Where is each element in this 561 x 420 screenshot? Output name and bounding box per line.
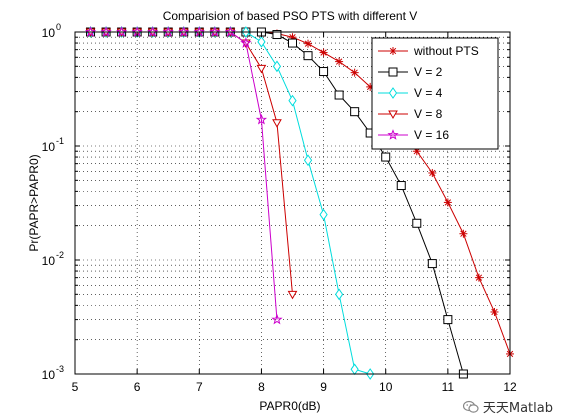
legend: without PTS V = 2 V = 4 V = 8 V = 16 (371, 37, 499, 150)
data-point (319, 208, 328, 221)
data-point (334, 90, 344, 100)
x-tick-label: 5 (72, 380, 79, 394)
data-point (255, 113, 268, 125)
data-point (459, 229, 468, 238)
legend-item: V = 8 (378, 107, 443, 121)
y-tick-label: 10 (42, 140, 56, 154)
data-point (256, 64, 267, 74)
data-point (224, 26, 236, 37)
data-point (272, 119, 282, 128)
y-tick-label: 10 (42, 254, 56, 268)
data-point (271, 313, 283, 325)
axes-box (74, 31, 511, 375)
watermark-text: 天天Matlab (482, 401, 553, 416)
data-point (389, 47, 397, 55)
data-point-stroke (389, 47, 397, 55)
data-point-stroke (335, 58, 343, 65)
legend-item: V = 4 (378, 86, 443, 100)
data-point (388, 87, 398, 99)
data-point-stroke (304, 40, 312, 47)
data-point (427, 259, 437, 269)
y-axis-label: Pr(PAPR>PAPR0) (27, 154, 41, 251)
data-point (115, 26, 128, 37)
data-point (334, 288, 344, 301)
data-point (335, 57, 344, 66)
legend-label: V = 8 (414, 107, 443, 121)
data-point-stroke (460, 230, 467, 237)
data-point-stroke (320, 49, 327, 56)
y-tick-label: 10 (42, 26, 56, 40)
legend-label: V = 16 (414, 128, 449, 142)
data-point (178, 26, 190, 37)
legend-item: without PTS (378, 44, 479, 58)
data-point (381, 152, 391, 162)
data-point (162, 26, 174, 37)
y-tick-exponent: 0 (56, 22, 61, 32)
data-point (443, 198, 452, 207)
x-tick-label: 9 (320, 380, 327, 394)
legend-label: V = 4 (414, 86, 443, 100)
axes-frame (74, 31, 511, 375)
data-point (350, 107, 360, 117)
data-point (396, 181, 406, 191)
data-point (443, 315, 453, 325)
x-tick-label: 7 (196, 380, 203, 394)
data-point-stroke (475, 274, 483, 281)
x-axis-label: PAPR0(dB) (259, 399, 320, 413)
data-point (147, 26, 159, 37)
x-tick-label: 8 (258, 380, 265, 394)
data-point (304, 39, 313, 48)
legend-label: without PTS (413, 44, 479, 58)
y-tick-label: 10 (42, 368, 56, 382)
data-point (272, 60, 282, 73)
data-point (100, 26, 112, 37)
data-point (288, 38, 297, 48)
y-tick-exponent: -3 (56, 364, 64, 374)
data-point (257, 35, 266, 48)
data-point (474, 273, 483, 282)
data-point-stroke (444, 199, 452, 206)
wechat-icon (462, 400, 479, 414)
data-point (319, 67, 329, 77)
legend-label: V = 2 (414, 65, 443, 79)
data-point (319, 48, 328, 57)
x-tick-label: 10 (379, 380, 393, 394)
data-point (412, 218, 422, 228)
chart-title: Comparision of based PSO PTS with differ… (163, 9, 418, 23)
data-point-stroke (491, 308, 498, 316)
data-point (303, 51, 313, 61)
legend-item: V = 16 (378, 128, 449, 142)
data-point (350, 68, 359, 77)
data-point (287, 290, 298, 300)
data-point (387, 129, 399, 140)
grid-lines (75, 32, 510, 374)
x-tick-label: 6 (134, 380, 141, 394)
data-point-stroke (351, 69, 358, 76)
data-point (209, 26, 221, 37)
x-tick-labels: 5 6 7 8 9 10 11 12 (72, 380, 517, 394)
x-tick-label: 12 (503, 380, 517, 394)
x-tick-label: 11 (442, 380, 455, 394)
data-point (490, 307, 499, 316)
data-point (388, 110, 398, 120)
data-point (303, 154, 313, 167)
watermark: 天天Matlab (462, 397, 553, 416)
data-point (288, 94, 297, 107)
legend-item: V = 2 (378, 65, 443, 79)
data-point (428, 168, 437, 177)
data-point (240, 37, 252, 48)
y-tick-exponent: -2 (56, 250, 64, 260)
data-point (84, 26, 97, 37)
data-point-stroke (429, 169, 436, 177)
data-point (272, 30, 282, 40)
y-tick-exponent: -1 (56, 136, 64, 146)
data-point (388, 67, 398, 77)
